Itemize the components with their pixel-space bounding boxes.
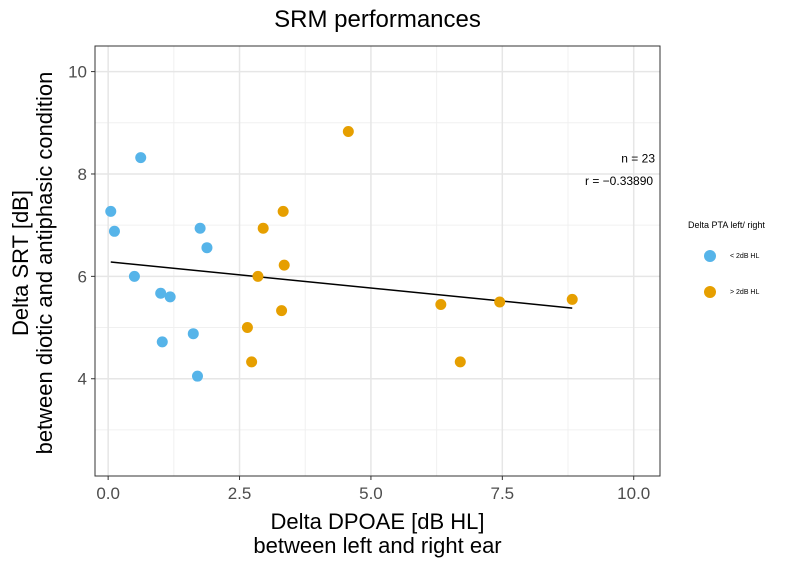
x-axis-label: Delta DPOAE [dB HL] between left and rig… <box>95 510 660 558</box>
data-points <box>105 125 578 382</box>
legend-item-over-2db: > 2dB HL <box>688 274 800 310</box>
axis-ticks: 0.0 2.5 5.0 7.5 10.0 4 6 8 10 <box>68 63 650 503</box>
x-axis-label-line1: Delta DPOAE [dB HL] <box>270 509 485 534</box>
data-point-under-2db <box>201 242 213 254</box>
data-point-under-2db <box>191 370 203 382</box>
chart-title: SRM performances <box>274 6 481 33</box>
data-point-over-2db <box>252 270 264 282</box>
legend-dot-blue <box>704 250 716 262</box>
legend: Delta PTA left/ right < 2dB HL > 2dB HL <box>688 220 800 310</box>
data-point-under-2db <box>156 336 168 348</box>
data-point-over-2db <box>246 356 258 368</box>
annotations: n = 23 r = −0.33890 <box>585 152 655 189</box>
y-tick-label: 4 <box>78 370 87 389</box>
data-point-under-2db <box>187 328 199 340</box>
data-point-under-2db <box>135 152 147 164</box>
data-point-over-2db <box>566 293 578 305</box>
x-tick-label: 7.5 <box>491 484 515 503</box>
data-point-over-2db <box>257 222 269 234</box>
data-point-over-2db <box>278 259 290 271</box>
y-tick-label: 6 <box>78 267 87 286</box>
x-tick-label: 5.0 <box>359 484 383 503</box>
data-point-under-2db <box>194 222 206 234</box>
annotation-r: r = −0.33890 <box>585 174 653 188</box>
data-point-under-2db <box>105 205 117 217</box>
data-point-under-2db <box>108 225 120 237</box>
y-axis-label-line2: between diotic and antiphasic condition <box>32 71 57 455</box>
x-tick-label: 0.0 <box>96 484 120 503</box>
data-point-under-2db <box>155 287 167 299</box>
data-point-over-2db <box>454 356 466 368</box>
data-point-over-2db <box>241 322 253 334</box>
plot-panel-border <box>94 45 661 477</box>
legend-item-under-2db: < 2dB HL <box>688 238 800 274</box>
legend-label-over-2db: > 2dB HL <box>730 288 760 296</box>
y-tick-label: 8 <box>78 165 87 184</box>
annotation-n: n = 23 <box>621 152 655 166</box>
y-axis-label-line1: Delta SRT [dB] <box>8 190 33 336</box>
legend-dot-orange <box>704 286 716 298</box>
data-point-under-2db <box>164 291 176 303</box>
data-point-over-2db <box>276 305 288 317</box>
grid-lines <box>95 46 660 476</box>
data-point-over-2db <box>342 125 354 137</box>
legend-label-under-2db: < 2dB HL <box>730 252 760 260</box>
data-point-under-2db <box>128 270 140 282</box>
data-point-over-2db <box>435 299 447 311</box>
data-point-over-2db <box>494 296 506 308</box>
x-tick-label: 2.5 <box>228 484 252 503</box>
legend-title: Delta PTA left/ right <box>688 220 765 230</box>
y-tick-label: 10 <box>68 63 87 82</box>
x-axis-label-line2: between left and right ear <box>253 533 502 558</box>
x-tick-label: 10.0 <box>617 484 650 503</box>
data-point-over-2db <box>277 205 289 217</box>
